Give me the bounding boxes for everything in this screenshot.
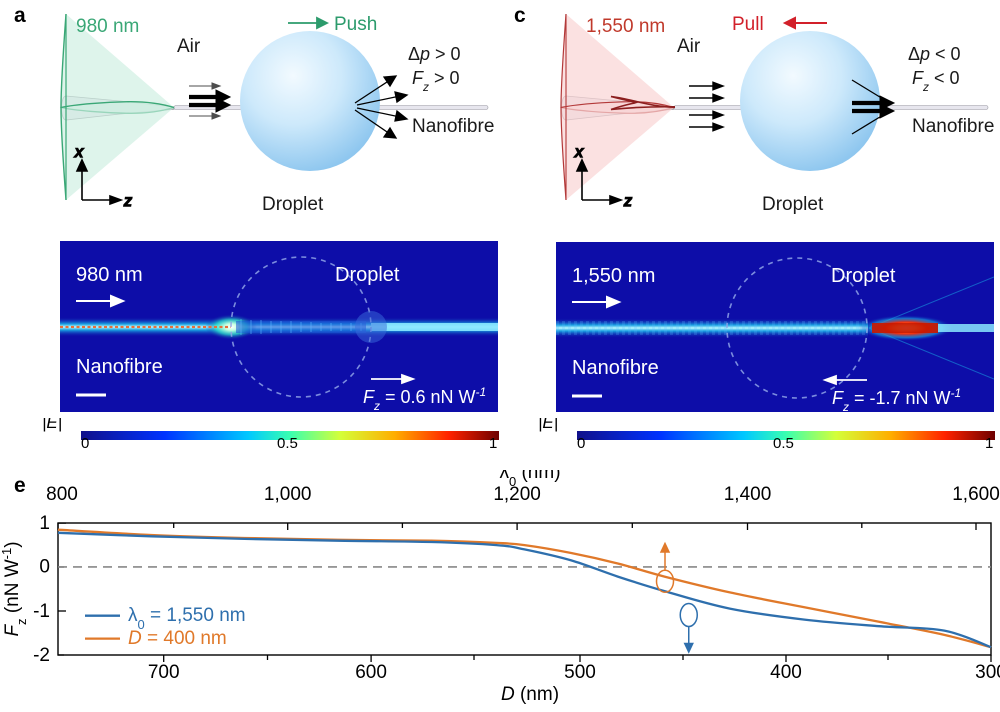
svg-text:0.5: 0.5 [773,435,794,448]
svg-text:|E|: |E| [538,418,558,432]
svg-text:x: x [74,144,84,161]
svg-text:Push: Push [334,14,377,35]
svg-text:-2: -2 [33,645,50,666]
svg-text:a: a [14,4,26,27]
svg-text:Δp > 0: Δp > 0 [408,44,461,64]
svg-text:Air: Air [177,36,201,57]
svg-text:600: 600 [355,662,387,683]
svg-text:Droplet: Droplet [262,194,324,215]
svg-text:Fz (nN W-1): Fz (nN W-1) [0,541,29,636]
svg-text:e: e [14,474,26,497]
svg-text:Droplet: Droplet [762,194,824,215]
svg-text:0.5: 0.5 [277,435,298,448]
svg-text:980 nm: 980 nm [76,16,139,37]
svg-text:0: 0 [39,557,50,578]
svg-text:Droplet: Droplet [335,264,400,286]
svg-text:0: 0 [577,435,585,448]
svg-text:Δp < 0: Δp < 0 [908,44,961,64]
svg-text:400: 400 [770,662,802,683]
svg-text:1,400: 1,400 [724,484,772,505]
svg-text:1,550 nm: 1,550 nm [572,265,655,287]
svg-text:Air: Air [677,36,701,57]
svg-text:0: 0 [81,435,89,448]
svg-text:Nanofibre: Nanofibre [572,357,659,379]
svg-text:Nanofibre: Nanofibre [76,356,163,378]
svg-text:1,000: 1,000 [264,484,312,505]
svg-text:Nanofibre: Nanofibre [912,116,994,137]
svg-text:|E|: |E| [42,418,62,432]
svg-text:1,600: 1,600 [952,484,1000,505]
svg-text:x: x [574,144,584,161]
svg-text:-1: -1 [33,601,50,622]
svg-text:Nanofibre: Nanofibre [412,116,494,137]
svg-text:Droplet: Droplet [831,265,896,287]
svg-text:1: 1 [985,435,993,448]
svg-text:z: z [623,193,632,210]
svg-text:Pull: Pull [732,14,764,35]
svg-text:Fz > 0: Fz > 0 [412,68,460,94]
svg-text:D (nm): D (nm) [501,684,559,705]
svg-text:Fz < 0: Fz < 0 [912,68,960,94]
svg-text:1: 1 [39,513,50,534]
svg-text:1,550 nm: 1,550 nm [586,16,665,37]
svg-text:700: 700 [148,662,180,683]
svg-text:z: z [123,193,132,210]
svg-text:500: 500 [564,662,596,683]
svg-text:c: c [514,4,526,27]
svg-text:980 nm: 980 nm [76,264,143,286]
svg-text:800: 800 [46,484,78,505]
svg-text:1: 1 [489,435,497,448]
svg-text:300: 300 [975,662,1000,683]
svg-text:D = 400 nm: D = 400 nm [128,628,227,649]
svg-text:1,200: 1,200 [493,484,541,505]
